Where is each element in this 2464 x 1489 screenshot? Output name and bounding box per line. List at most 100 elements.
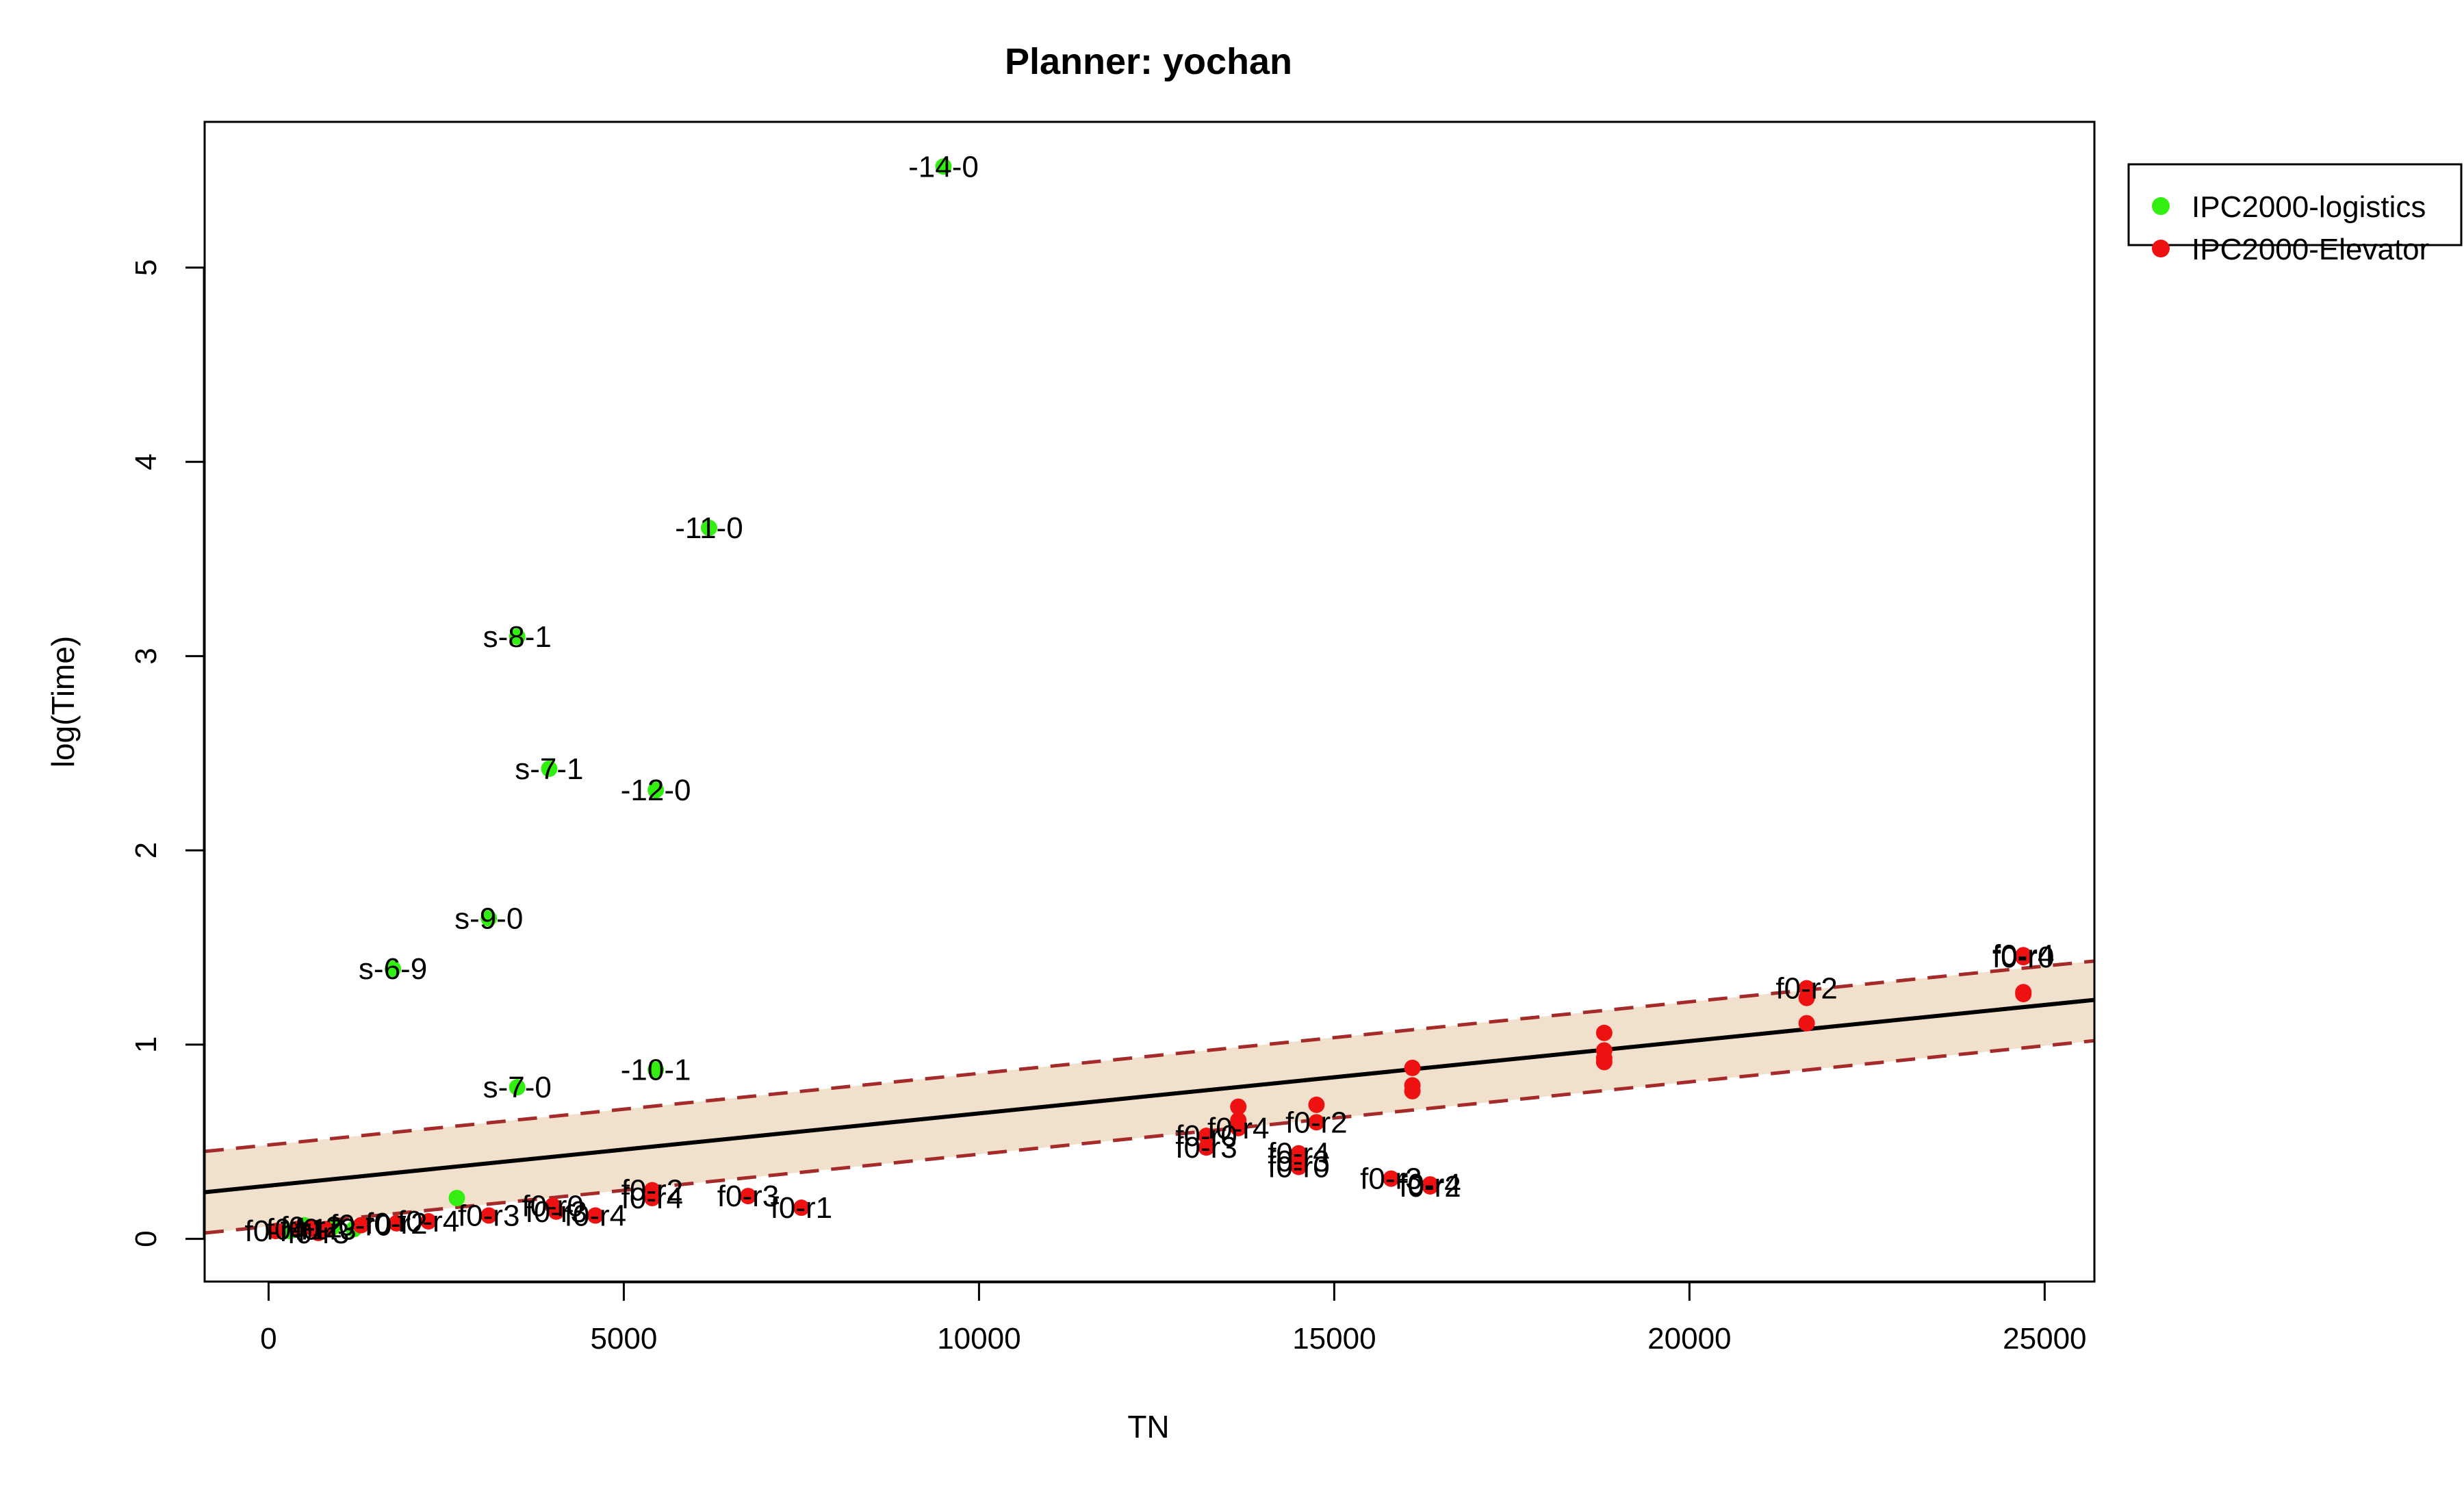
elevator-point [1290, 1158, 1307, 1175]
legend-marker-elevator [2152, 240, 2170, 257]
plot-area: -14-0 -11-0 s-8-1 s-7-1 -12-0 s-9-0 s-6-9 -10-1… [203, 120, 2096, 1283]
elevator-point [1198, 1139, 1215, 1156]
x-tick-label: 5000 [590, 1322, 657, 1356]
elevator-point [288, 1221, 305, 1238]
point-label: f0-r0 [522, 1189, 583, 1223]
point-label: f0-r0 [1268, 1151, 1329, 1184]
point-label: f0-r3 [294, 1212, 356, 1246]
elevator-point [1798, 989, 1815, 1006]
elevator-point [793, 1199, 810, 1217]
point-label: f0-r3 [1360, 1162, 1422, 1196]
point-label: s-7-1 [515, 752, 583, 786]
y-tick-label: 5 [129, 259, 163, 276]
logistics-point [647, 782, 665, 799]
elevator-point [420, 1213, 437, 1230]
point-label: -12-0 [621, 774, 691, 807]
regression-lines [205, 959, 2094, 1235]
point-label: f0-r4 [245, 1214, 307, 1248]
point-label: f0-r3 [458, 1199, 519, 1233]
point-label: s-7-0 [483, 1071, 552, 1104]
elevator-point [1595, 1024, 1613, 1041]
elevator-point [1230, 1119, 1247, 1136]
logistics-point [935, 158, 952, 175]
elevator-point [1404, 1082, 1421, 1099]
x-tick-label: 10000 [937, 1322, 1021, 1356]
elevator-point [2015, 949, 2032, 966]
elevator-point [480, 1207, 498, 1224]
point-label: f0-r3 [287, 1217, 349, 1250]
lower-bound-line [205, 1039, 2094, 1235]
logistics-point [509, 628, 526, 645]
y-axis-label: log(Time) [45, 636, 81, 768]
elevator-point [548, 1203, 565, 1220]
point-label: f0-r3 [1175, 1131, 1237, 1165]
logistics-point [700, 520, 717, 537]
legend-box [2127, 163, 2463, 246]
y-tick-label: 3 [129, 648, 163, 664]
point-label: f0-r2 [1285, 1106, 1347, 1139]
x-axis-label: TN [1127, 1409, 1169, 1445]
regression-fit-line [205, 997, 2094, 1195]
point-label: s-9-0 [454, 902, 523, 935]
logistics-point [385, 960, 402, 978]
y-axis: 0 1 2 3 4 5 [129, 259, 205, 1247]
x-tick-label: 15000 [1292, 1322, 1376, 1356]
point-label: f0-r0 [330, 1209, 392, 1243]
point-label: f0-r1 [266, 1212, 328, 1246]
elevator-point [352, 1217, 370, 1234]
logistics-point [509, 1079, 526, 1096]
elevator-point [1595, 1054, 1613, 1071]
point-label: f0-r0 [1175, 1119, 1237, 1153]
y-tick-label: 2 [129, 842, 163, 858]
point-label: -11-0 [675, 511, 743, 545]
x-tick-label: 20000 [1647, 1322, 1731, 1356]
upper-bound-line [205, 959, 2094, 1154]
y-tick-label: 0 [129, 1230, 163, 1247]
point-label: f0-r1 [771, 1191, 832, 1225]
point-label: f0-r4 [1268, 1137, 1329, 1171]
elevator-point [388, 1214, 405, 1232]
point-label: -10-1 [621, 1054, 691, 1087]
point-label: f0-r2 [1775, 972, 1837, 1006]
logistics-point [448, 1189, 465, 1206]
point-label: f0-r4 [1992, 939, 2054, 972]
logistics-point [480, 910, 498, 927]
legend-marker-logistics [2152, 197, 2170, 215]
point-label: f0-r3 [526, 1195, 587, 1229]
point-label: f0-r2 [621, 1174, 683, 1208]
point-label: f0-r2 [365, 1207, 427, 1240]
point-label: f0-r3 [1268, 1145, 1329, 1178]
elevator-point [1798, 1015, 1815, 1032]
point-label: s-6-9 [359, 952, 427, 986]
y-tick-label: 4 [129, 453, 163, 470]
logistics-point [647, 1061, 665, 1078]
elevator-point [1383, 1170, 1400, 1187]
elevator-point [310, 1225, 327, 1242]
legend-label-elevator: IPC2000-Elevator [2192, 233, 2429, 266]
point-label: f0-r2 [280, 1211, 342, 1245]
point-label: f0-r4 [1399, 1168, 1461, 1201]
point-label: f0-r0 [1992, 941, 2054, 974]
elevator-point [643, 1189, 660, 1206]
elevator-point [1422, 1178, 1439, 1195]
elevator-point [740, 1188, 757, 1205]
point-label: -14-0 [908, 150, 979, 183]
data-points [267, 158, 2032, 1242]
elevator-point [1198, 1128, 1215, 1145]
x-tick-label: 0 [260, 1322, 277, 1356]
x-tick-label: 25000 [2003, 1322, 2086, 1356]
elevator-point [1230, 1098, 1247, 1115]
chart-title: Planner: yochan [1005, 41, 1292, 82]
elevator-point [1308, 1114, 1325, 1131]
legend: IPC2000-logistics IPC2000-Elevator [2127, 163, 2463, 266]
point-label: f0-r4 [398, 1205, 459, 1238]
point-label: f0-r2 [1399, 1170, 1461, 1204]
x-axis: 0 5000 10000 15000 20000 25000 [260, 1281, 2087, 1356]
legend-label-logistics: IPC2000-logistics [2192, 190, 2426, 224]
point-label: f0-r4 [565, 1199, 626, 1233]
elevator-point [267, 1223, 284, 1240]
point-label: f0-r3 [717, 1180, 779, 1213]
point-label: f0-r4 [1207, 1112, 1269, 1145]
elevator-point [1404, 1059, 1421, 1076]
point-label: s-8-1 [483, 620, 552, 654]
